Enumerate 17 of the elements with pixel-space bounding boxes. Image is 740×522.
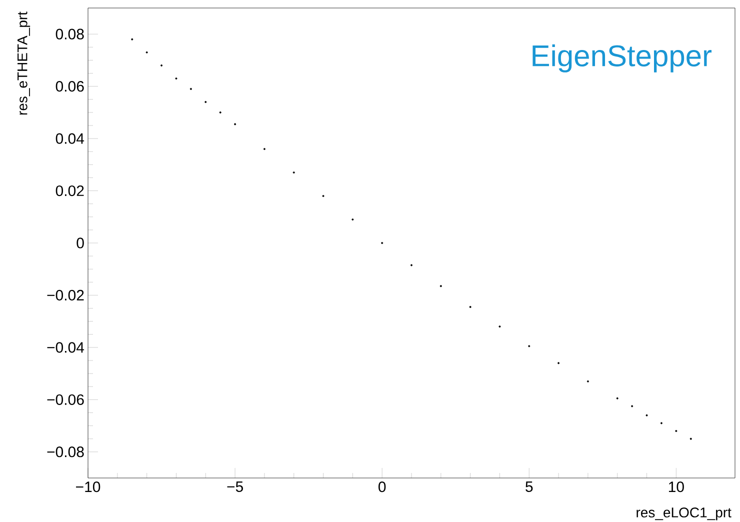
x-tick-label: 5	[526, 482, 533, 492]
y-tick-label: 0.06	[56, 81, 84, 92]
y-tick-label: −0.08	[47, 446, 84, 458]
y-tick-label: 0	[76, 238, 84, 248]
y-tick-label: −0.04	[47, 342, 84, 353]
x-axis-title: res_eLOC1_prt	[636, 508, 732, 520]
x-tick-label: 0	[378, 482, 386, 492]
x-tick-label: −5	[227, 482, 243, 492]
y-tick-label: 0.04	[56, 133, 84, 144]
y-tick-label: 0.08	[56, 28, 84, 40]
y-tick-label: −0.06	[47, 394, 84, 405]
y-tick-label: 0.02	[56, 185, 84, 196]
x-tick-label: 10	[668, 482, 684, 492]
y-tick-label: −0.02	[47, 290, 84, 301]
annotation: EigenStepper	[532, 44, 712, 72]
y-axis-title: res_eTHETA_prt	[18, 12, 30, 115]
x-tick-label: −10	[76, 482, 100, 492]
